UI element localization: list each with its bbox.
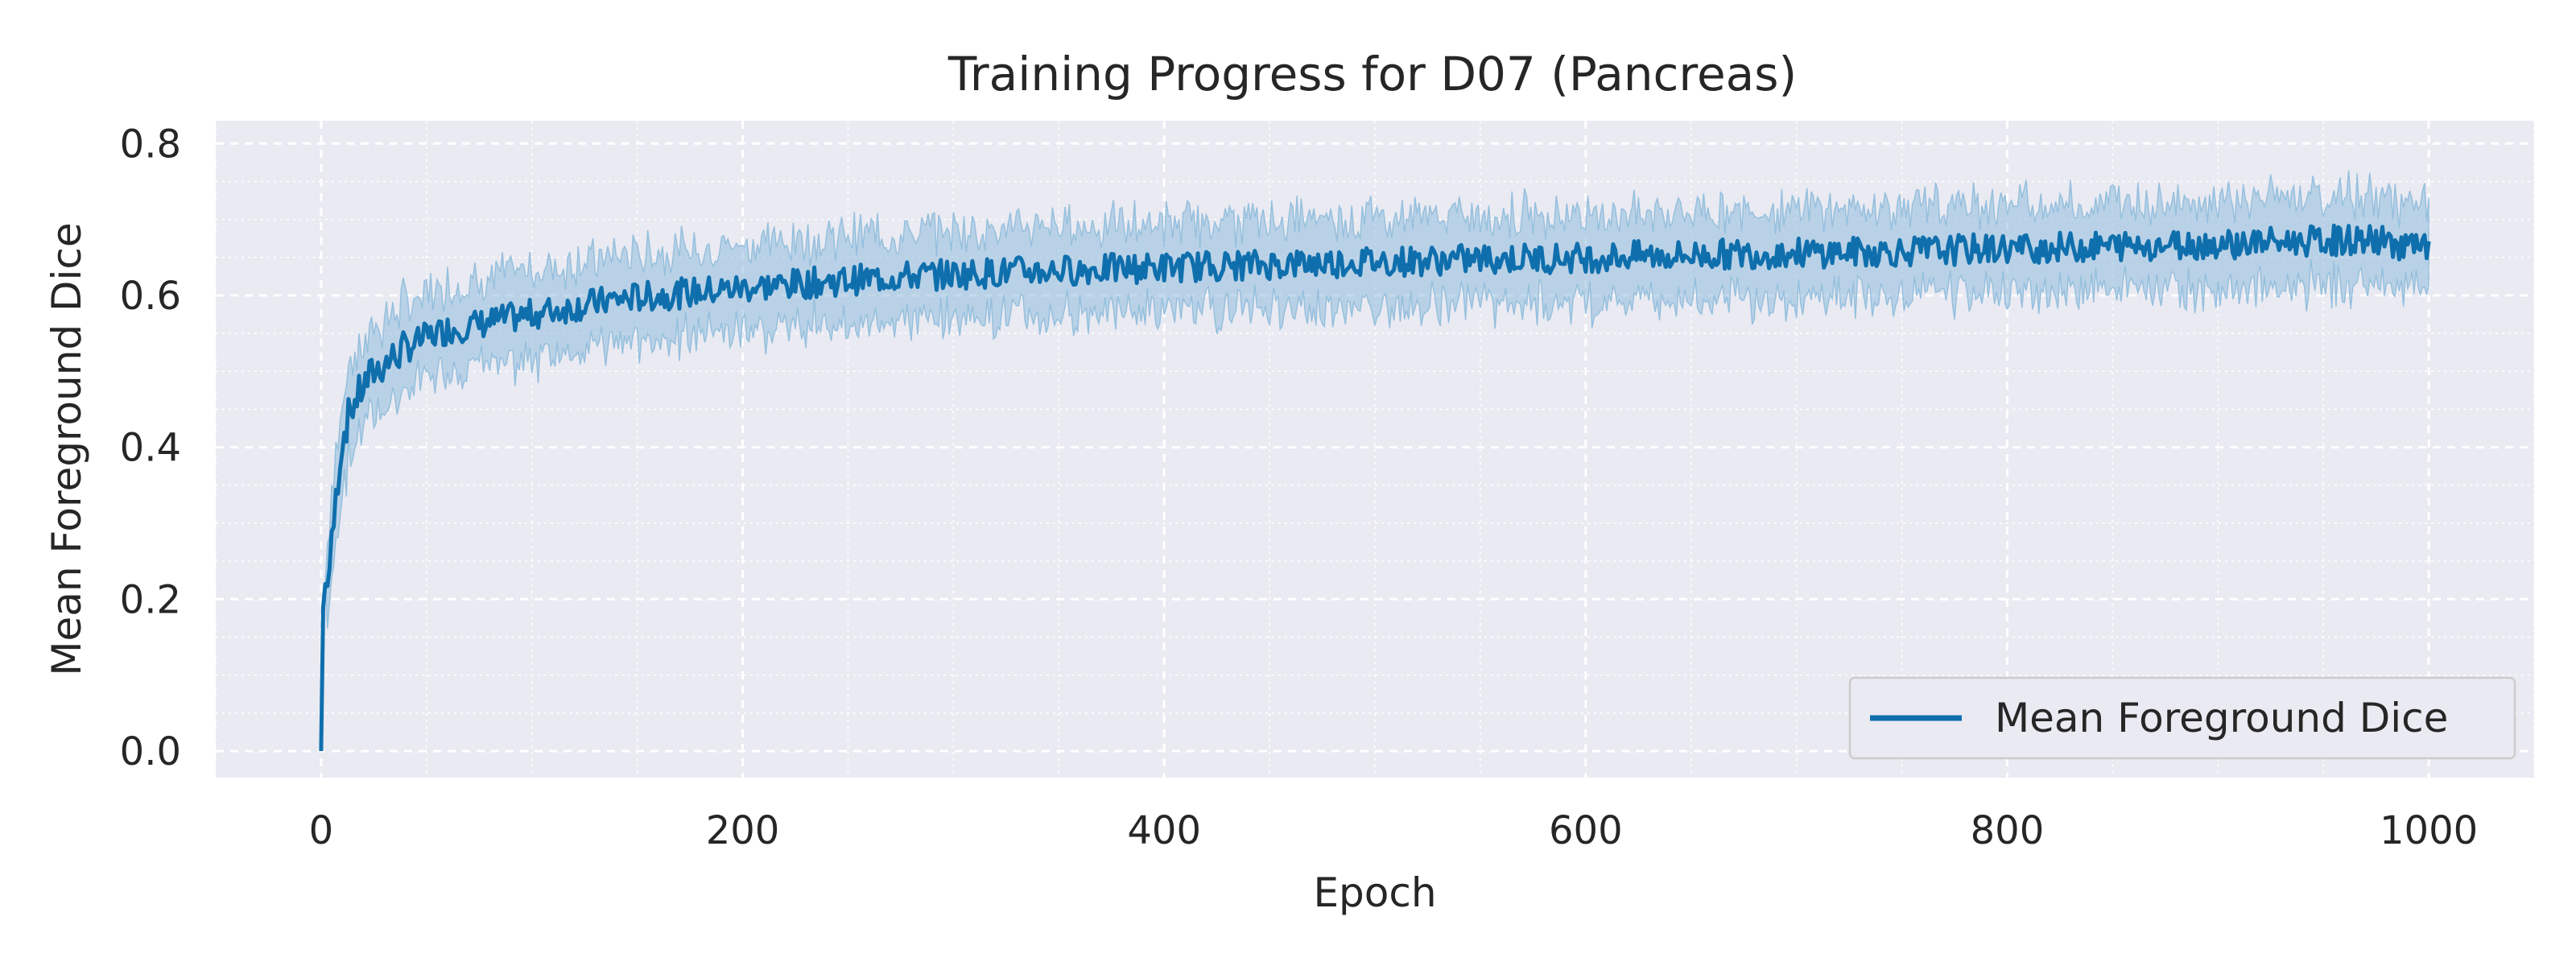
- y-tick-labels: 0.0 0.2 0.4 0.6 0.8: [120, 122, 181, 774]
- y-tick-label: 0.8: [120, 122, 181, 167]
- y-tick-label: 0.2: [120, 577, 181, 622]
- series-line-mean-foreground-dice: [319, 223, 2431, 752]
- x-axis-label: Epoch: [1313, 869, 1436, 916]
- legend: Mean Foreground Dice: [1848, 676, 2516, 760]
- x-tick-label: 600: [1549, 808, 1623, 853]
- x-tick-label: 200: [706, 808, 780, 853]
- y-axis-label: Mean Foreground Dice: [43, 222, 90, 675]
- x-tick-label: 400: [1127, 808, 1201, 853]
- x-tick-label: 800: [1971, 808, 2045, 853]
- y-tick-label: 0.6: [120, 274, 181, 319]
- legend-label: Mean Foreground Dice: [1995, 695, 2448, 741]
- x-tick-label: 0: [309, 808, 334, 853]
- x-tick-labels: 0 200 400 600 800 1000: [309, 808, 2479, 853]
- series-line-layer: [319, 223, 2431, 752]
- chart-title: Training Progress for D07 (Pancreas): [947, 47, 1797, 101]
- y-tick-label: 0.0: [120, 729, 181, 774]
- x-tick-label: 1000: [2380, 808, 2478, 853]
- legend-box: [1848, 676, 2516, 760]
- y-tick-label: 0.4: [120, 426, 181, 471]
